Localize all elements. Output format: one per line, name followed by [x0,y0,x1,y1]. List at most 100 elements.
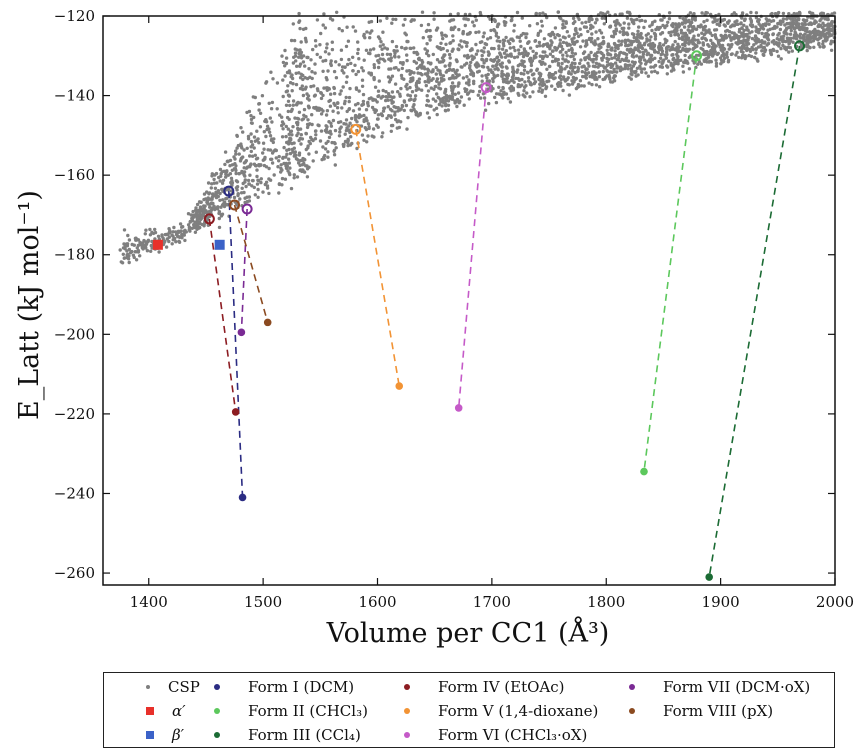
legend-label: Form IV (EtOAc) [438,678,565,696]
csp-point [472,24,476,28]
csp-point [490,58,494,63]
legend-item: Form II (CHCl₃) [214,700,368,722]
csp-point [244,184,248,189]
csp-point [522,72,526,76]
csp-point [521,31,525,36]
csp-point [584,39,589,43]
csp-point [465,61,469,65]
csp-point [269,70,273,74]
csp-point [551,54,555,59]
csp-point [366,122,371,126]
csp-point [434,99,438,103]
csp-point [356,101,360,106]
csp-point [550,59,555,64]
csp-point [788,32,793,36]
csp-point [426,68,431,73]
csp-point [707,28,711,32]
csp-point [633,71,637,75]
csp-match-marker [794,40,806,52]
csp-point [296,131,300,135]
csp-point [613,32,618,36]
csp-point [754,51,758,55]
csp-point [715,18,719,22]
csp-point [291,103,295,107]
csp-point [462,40,466,44]
csp-point [451,27,455,32]
csp-point [451,47,455,51]
csp-point [756,45,761,49]
csp-point [350,116,354,121]
csp-point [540,24,544,28]
csp-point [553,71,558,75]
csp-point [673,33,677,37]
legend-label: α′ [172,702,186,720]
csp-point [284,124,288,129]
csp-point [397,125,402,130]
csp-point [817,41,821,46]
csp-point [267,101,271,106]
csp-point [649,35,653,39]
csp-point [429,34,433,39]
csp-point [483,108,488,112]
csp-point [466,91,471,95]
csp-point [570,82,575,86]
csp-point [635,17,639,22]
csp-point [221,202,226,206]
csp-point [386,98,390,102]
csp-point [734,41,738,45]
csp-point [324,76,328,80]
csp-point [711,20,715,24]
csp-point [224,175,228,179]
csp-point [285,152,289,156]
csp-point [281,60,286,65]
csp-point [323,153,327,158]
csp-point [809,22,814,27]
csp-point [398,92,402,96]
csp-point [402,100,407,104]
csp-point [373,85,378,89]
csp-point [221,178,226,182]
csp-point [528,56,533,60]
csp-point [441,60,445,64]
csp-point [386,75,391,79]
csp-point [558,38,562,42]
csp-point [303,76,307,80]
csp-point [676,54,680,59]
csp-point [455,104,459,109]
csp-point [776,10,781,15]
csp-point [296,121,300,125]
csp-point [427,116,431,120]
legend-label: Form V (1,4-dioxane) [438,702,599,720]
csp-point [655,71,660,75]
csp-point [671,24,675,29]
csp-point [337,134,342,138]
csp-point [277,182,282,186]
csp-point [579,84,584,88]
csp-point [264,180,269,184]
csp-point [638,64,642,69]
csp-point [443,89,447,94]
csp-point [726,58,731,63]
csp-point [221,198,225,202]
csp-point [250,184,254,188]
csp-point [676,48,681,53]
csp-point [646,43,651,47]
csp-point [805,43,810,47]
csp-point [496,35,501,40]
csp-point [379,96,383,100]
csp-point [153,230,158,235]
csp-point [515,10,520,15]
csp-point [690,29,695,33]
legend-marker [146,731,154,739]
csp-point [218,179,222,183]
csp-point [625,48,630,52]
csp-point [401,23,406,27]
csp-point [324,127,329,132]
csp-point [637,25,641,29]
csp-point [606,42,611,46]
csp-point [638,35,643,40]
csp-point [121,252,126,256]
csp-point [376,59,380,63]
csp-point [613,49,617,53]
csp-point [334,76,339,80]
